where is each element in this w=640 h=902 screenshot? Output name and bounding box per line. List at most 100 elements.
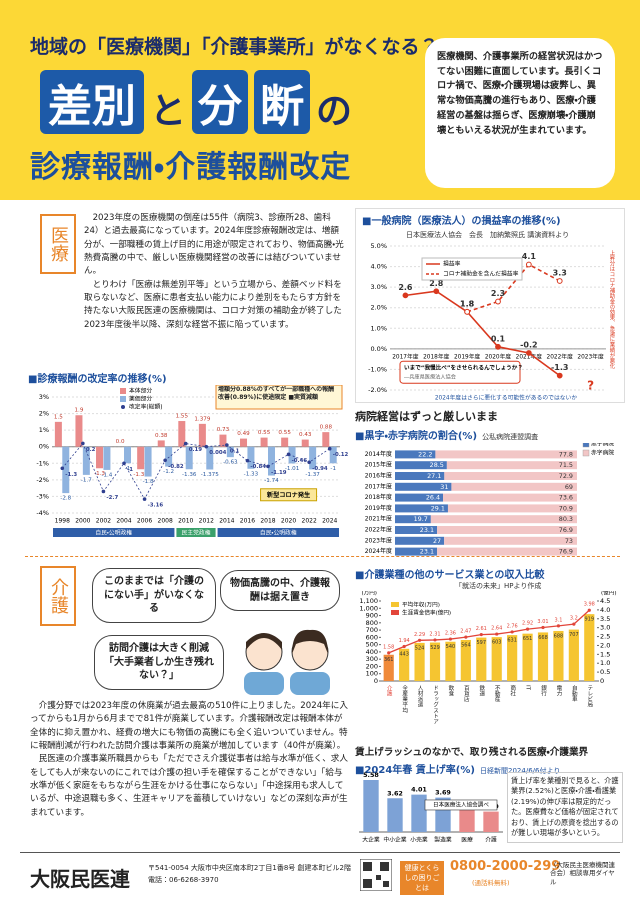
bar (165, 446, 173, 467)
data-label: 72.9 (559, 472, 573, 480)
total-point (142, 497, 147, 501)
x-tick-label: 2008 (158, 518, 173, 525)
chart-source: 日経新聞2024/6/6付より (480, 767, 561, 775)
bar (75, 415, 83, 447)
data-label: -0.12 (333, 452, 348, 458)
point (417, 638, 422, 642)
bar-segment (395, 536, 445, 545)
total-point (286, 452, 291, 457)
qr-code (360, 859, 392, 891)
point (433, 638, 437, 642)
data-label: 540 (446, 644, 456, 650)
annotation: 新型コロナ発生 (266, 491, 311, 499)
point (556, 278, 563, 284)
y-tick-label: 0.5 (600, 668, 610, 676)
legend-label: 平均年収(万円) (402, 601, 440, 609)
x-tick-label: 銀行 (540, 684, 547, 698)
y-tick-label: 2.5 (600, 633, 610, 641)
y-tick-label: 2019年度 (365, 504, 392, 512)
annotation: ? (587, 378, 594, 392)
x-tick-label: 2018 (260, 518, 275, 525)
bar-segment (444, 472, 577, 480)
y-tick-label: -3% (36, 492, 49, 500)
heading: 病院経営はずっと厳しいまま (355, 410, 498, 423)
hospital-panel: 病院経営はずっと厳しいまま ■黒字・赤字病院の割合(%) 公私病院連盟調査 20… (355, 408, 625, 556)
income-panel: ■介護業種の他のサービス業との収入比較 「就活の未来」HPより作成 0 100 20… (355, 566, 625, 741)
chart-source: 日本医療法人協会 会長 加納繁照氏 講演資料より (406, 231, 570, 239)
point (556, 372, 563, 379)
data-label: 0.49 (237, 431, 250, 437)
annotation-box (260, 488, 318, 502)
point (495, 343, 501, 350)
data-label: 524 (415, 645, 425, 651)
x-tick-label: 百貨店 (463, 685, 470, 703)
point (464, 635, 468, 639)
y-tick-label: 2.0% (370, 304, 387, 312)
big-word: 断 (254, 70, 311, 134)
x-tick-label: 商社 (509, 684, 516, 698)
x-tick-label: 2022 (302, 518, 317, 525)
legend-swatch (582, 449, 590, 457)
y-tick-label: 1,000 (359, 604, 378, 612)
data-label: 19.7 (414, 515, 428, 523)
data-label: 0.55 (278, 430, 291, 436)
illustration (244, 629, 330, 695)
bar (206, 446, 214, 470)
y-tick-label: 2024年度 (365, 547, 392, 555)
data-label: -0.63 (223, 460, 238, 466)
y-tick-label: 1.0% (370, 324, 387, 332)
point (464, 308, 471, 315)
data-label: 73 (565, 537, 573, 545)
y-tick-label: 3.0% (370, 283, 387, 291)
bar (363, 780, 379, 832)
big-title: 差別 と 分 断 の (40, 70, 352, 134)
bar (322, 432, 330, 447)
address: 〒541-0054 大阪市中央区南本町2丁目1番8号 創建本町ビル2階 (148, 864, 351, 872)
x-tick-label: 2012 (199, 518, 214, 525)
x-tick-label: 1998 (55, 518, 70, 525)
data-label: 0.2 (86, 447, 96, 453)
data-label: 0.1 (230, 449, 240, 455)
note: 賃上げ率を業種別で見ると、介護業界(2.52%)と医療・介護・看護業(2.19%… (507, 772, 623, 843)
x-tick-label: 自動車 (571, 684, 578, 703)
point (495, 632, 499, 636)
x-tick-label: 医療 (461, 836, 473, 844)
bar-segment (435, 450, 577, 459)
x-tick-label: 製造業 (434, 836, 452, 844)
data-label: -1.3 (65, 472, 77, 478)
data-label: 0.55 (258, 430, 271, 436)
bar (226, 446, 234, 458)
data-label: 2.29 (414, 632, 425, 638)
data-label: 28.5 (430, 461, 444, 469)
annotation: ―兵庫県医療法人協会 (404, 373, 457, 381)
y-tick-label: 2% (39, 410, 49, 418)
bar (383, 654, 394, 681)
data-label: 3.69 (435, 789, 451, 797)
x-tick-label: 電力 (555, 685, 562, 698)
y-tick-label: 3.0 (600, 624, 610, 632)
big-word: の (316, 91, 353, 132)
data-label: 76.9 (559, 548, 573, 556)
bar (82, 446, 90, 475)
total-point (60, 466, 65, 471)
data-label: 2.36 (445, 631, 456, 637)
chart-title: ■介護業種の他のサービス業との収入比較 (355, 570, 545, 581)
x-tick-label: 2002 (96, 518, 111, 525)
data-label: 631 (507, 638, 517, 644)
y-tick-label: 2.0 (600, 641, 610, 649)
y-tick-label: -2% (36, 476, 49, 484)
y-tick-label: 0% (39, 443, 49, 451)
hair (292, 629, 328, 654)
chart-title: ■黒字・赤字病院の割合(%) (355, 431, 478, 442)
data-label: 31 (440, 483, 448, 491)
data-label: 1.8 (460, 299, 475, 308)
note-box (215, 384, 343, 410)
data-label: 23.1 (420, 526, 434, 534)
total-line (61, 442, 330, 500)
qr-cell (363, 862, 372, 871)
y-tick-label: 5.0% (370, 242, 387, 250)
bar-segment (451, 482, 577, 491)
total-point (327, 446, 332, 451)
section-label: 医療 (40, 214, 76, 274)
